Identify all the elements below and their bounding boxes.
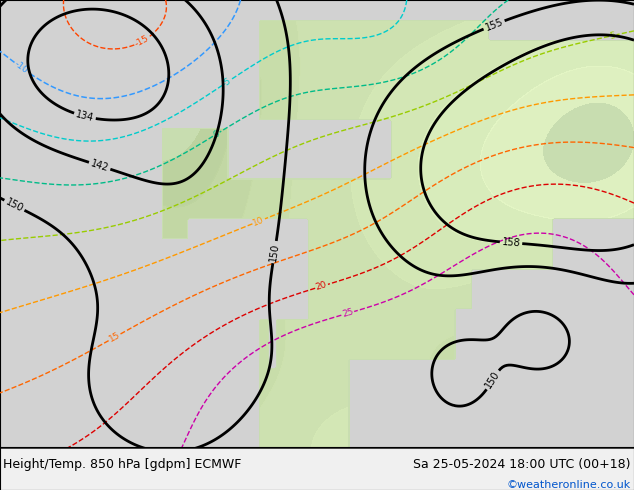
Text: 15: 15	[107, 331, 122, 344]
Text: 150: 150	[268, 242, 281, 262]
Text: 20: 20	[314, 280, 328, 292]
Text: -10: -10	[13, 59, 30, 75]
Text: Sa 25-05-2024 18:00 UTC (00+18): Sa 25-05-2024 18:00 UTC (00+18)	[413, 459, 631, 471]
Text: -15: -15	[133, 34, 150, 49]
Text: 150: 150	[484, 369, 502, 391]
Text: 5: 5	[609, 30, 617, 41]
Text: Height/Temp. 850 hPa [gdpm] ECMWF: Height/Temp. 850 hPa [gdpm] ECMWF	[3, 459, 242, 471]
Text: 10: 10	[252, 215, 266, 228]
Text: ©weatheronline.co.uk: ©weatheronline.co.uk	[507, 480, 631, 490]
Text: 25: 25	[341, 307, 354, 319]
Text: 155: 155	[484, 17, 505, 33]
Text: -5: -5	[221, 76, 233, 89]
Text: 134: 134	[75, 109, 95, 123]
Text: 158: 158	[501, 237, 521, 248]
Text: 142: 142	[89, 158, 110, 173]
Text: 150: 150	[4, 196, 25, 214]
Text: 0: 0	[212, 129, 221, 140]
